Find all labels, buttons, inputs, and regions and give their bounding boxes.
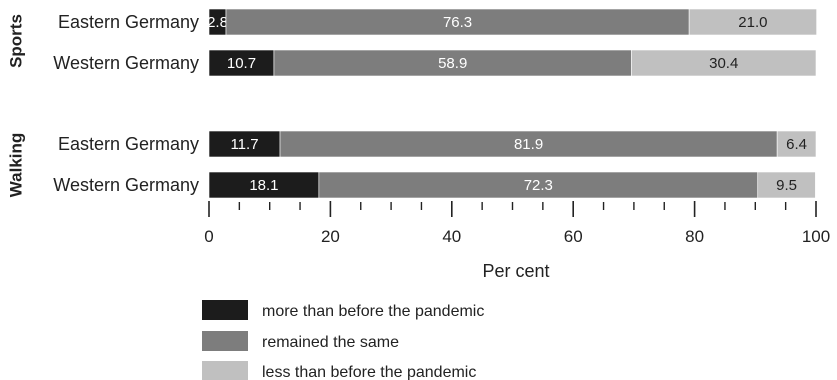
- value-label-sports-western-germany-less-than-before-the-pandemic: 30.4: [709, 55, 738, 72]
- bar-walking-western-germany-remained-the-same: [318, 171, 759, 199]
- group-label-sports: Sports: [7, 14, 26, 68]
- tick-label-40: 40: [442, 227, 461, 246]
- legend-label-more-than-before-the-pandemic: more than before the pandemic: [262, 303, 484, 320]
- value-label-walking-western-germany-more-than-before-the-pandemic: 18.1: [249, 177, 278, 194]
- legend-label-remained-the-same: remained the same: [262, 334, 399, 351]
- value-label-walking-eastern-germany-less-than-before-the-pandemic: 6.4: [786, 136, 807, 153]
- bar-walking-eastern-germany-less-than-before-the-pandemic: [776, 130, 817, 158]
- bar-sports-western-germany-remained-the-same: [273, 49, 632, 77]
- category-label-walking-western-germany: Western Germany: [53, 175, 199, 195]
- x-axis-title: Per cent: [482, 261, 549, 281]
- category-label-walking-eastern-germany: Eastern Germany: [58, 134, 199, 154]
- value-label-sports-eastern-germany-remained-the-same: 76.3: [443, 14, 472, 31]
- category-label-sports-eastern-germany: Eastern Germany: [58, 12, 199, 32]
- value-label-sports-eastern-germany-more-than-before-the-pandemic: 2.8: [207, 14, 228, 31]
- bar-walking-western-germany-less-than-before-the-pandemic: [757, 171, 816, 199]
- value-label-walking-eastern-germany-remained-the-same: 81.9: [514, 136, 543, 153]
- bar-walking-western-germany-more-than-before-the-pandemic: [208, 171, 320, 199]
- tick-label-100: 100: [802, 227, 830, 246]
- tick-label-60: 60: [564, 227, 583, 246]
- value-label-walking-western-germany-less-than-before-the-pandemic: 9.5: [776, 177, 797, 194]
- bar-sports-eastern-germany-remained-the-same: [225, 8, 690, 36]
- bar-sports-western-germany-less-than-before-the-pandemic: [631, 49, 817, 77]
- category-label-sports-western-germany: Western Germany: [53, 53, 199, 73]
- legend-swatch-less-than-before-the-pandemic: [202, 361, 248, 380]
- bar-sports-eastern-germany-less-than-before-the-pandemic: [688, 8, 817, 36]
- tick-label-80: 80: [685, 227, 704, 246]
- bar-walking-eastern-germany-remained-the-same: [279, 130, 778, 158]
- bar-walking-eastern-germany-more-than-before-the-pandemic: [208, 130, 281, 158]
- tick-label-20: 20: [321, 227, 340, 246]
- group-label-walking: Walking: [7, 133, 26, 198]
- legend-swatch-remained-the-same: [202, 331, 248, 351]
- legend-label-less-than-before-the-pandemic: less than before the pandemic: [262, 364, 476, 380]
- tick-label-0: 0: [204, 227, 213, 246]
- value-label-sports-eastern-germany-less-than-before-the-pandemic: 21.0: [738, 14, 767, 31]
- bar-sports-western-germany-more-than-before-the-pandemic: [208, 49, 275, 77]
- value-label-walking-western-germany-remained-the-same: 72.3: [524, 177, 553, 194]
- legend-swatch-more-than-before-the-pandemic: [202, 300, 248, 320]
- value-label-sports-western-germany-more-than-before-the-pandemic: 10.7: [227, 55, 256, 72]
- value-label-walking-eastern-germany-more-than-before-the-pandemic: 11.7: [230, 136, 258, 153]
- value-label-sports-western-germany-remained-the-same: 58.9: [438, 55, 467, 72]
